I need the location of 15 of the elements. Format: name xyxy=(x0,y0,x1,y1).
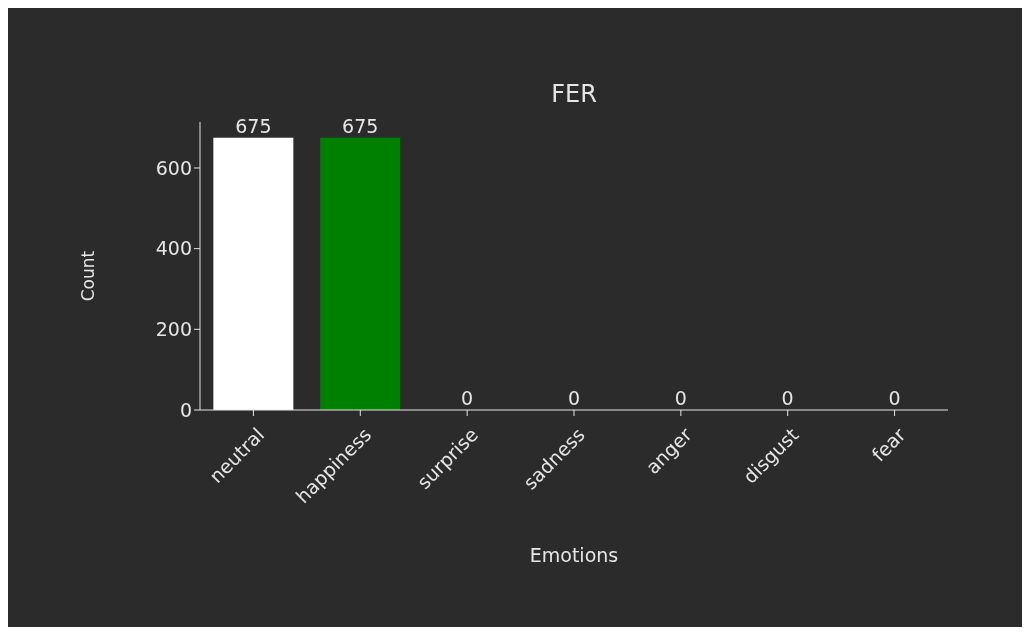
data-label: 0 xyxy=(567,387,580,409)
y-tick-label: 600 xyxy=(155,156,192,179)
data-label: 675 xyxy=(342,114,379,137)
x-tick-label: fear xyxy=(867,423,910,466)
x-axis-title: Emotions xyxy=(528,544,620,566)
data-label: 0 xyxy=(888,387,901,409)
y-tick-label: 0 xyxy=(179,398,192,421)
data-label: 0 xyxy=(781,387,794,409)
chart-title: FER xyxy=(550,80,598,108)
data-label: 0 xyxy=(461,387,474,409)
data-label: 675 xyxy=(235,114,272,137)
data-label: 0 xyxy=(674,387,687,409)
y-tick-label: 200 xyxy=(155,318,192,341)
y-tick-label: 400 xyxy=(155,237,192,260)
y-axis-title: Count xyxy=(78,249,98,304)
